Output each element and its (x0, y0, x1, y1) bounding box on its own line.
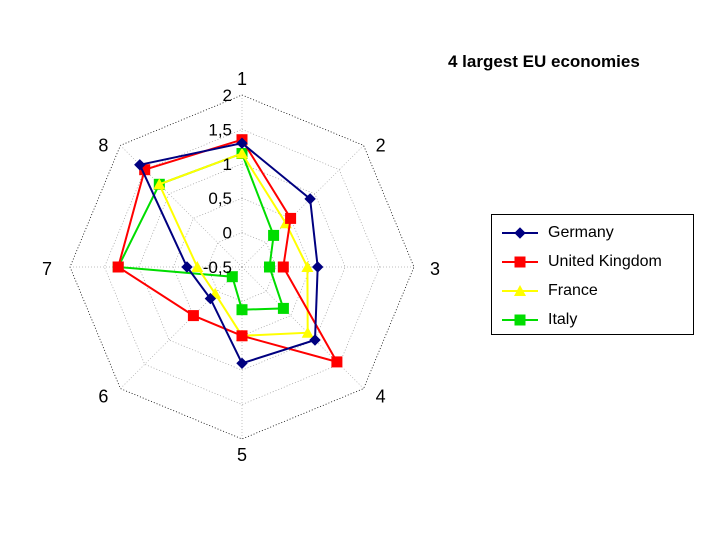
legend-item-germany: Germany (500, 222, 614, 244)
data-point-united-kingdom (285, 212, 297, 224)
axis-label-7: 7 (42, 259, 52, 279)
data-point-italy (264, 261, 275, 273)
legend-item-united-kingdom: United Kingdom (500, 251, 662, 273)
data-point-germany (311, 261, 324, 273)
data-point-france (191, 261, 204, 272)
data-point-germany (304, 193, 316, 205)
data-point-france (301, 261, 314, 272)
legend-swatch-italy (500, 312, 540, 328)
radial-tick-label: -0,5 (203, 258, 232, 277)
legend-label-united-kingdom: United Kingdom (548, 253, 662, 270)
data-point-italy (277, 302, 289, 314)
axis-label-1: 1 (237, 69, 247, 89)
grid-ring (104, 129, 380, 405)
axis-label-3: 3 (430, 259, 440, 279)
data-point-italy (236, 304, 248, 316)
data-point-germany (236, 137, 248, 149)
series-united-kingdom (112, 134, 343, 368)
legend-label-italy: Italy (548, 311, 578, 328)
data-point-italy (226, 271, 238, 283)
axis-label-2: 2 (376, 135, 386, 155)
radar-series (112, 134, 343, 370)
data-point-germany (204, 292, 217, 305)
data-point-germany (181, 261, 193, 273)
legend-item-france: France (500, 280, 598, 302)
data-point-united-kingdom (331, 356, 343, 368)
data-point-italy (268, 229, 280, 241)
data-point-germany (309, 334, 321, 346)
legend-label-germany: Germany (548, 224, 614, 241)
radial-tick-label: 2 (223, 86, 232, 105)
legend-swatch-france (500, 283, 540, 299)
legend: Germany United Kingdom France Italy (491, 214, 694, 335)
legend-swatch-germany (500, 225, 540, 241)
data-point-france (301, 326, 314, 338)
grid-ring (207, 232, 277, 302)
data-point-united-kingdom (277, 261, 289, 273)
legend-swatch-united-kingdom (500, 254, 540, 270)
data-point-united-kingdom (236, 330, 248, 342)
radial-tick-label: 1 (223, 155, 232, 174)
axis-label-6: 6 (98, 387, 108, 407)
legend-marker (514, 314, 526, 326)
legend-label-france: France (548, 282, 598, 299)
radial-tick-label: 0,5 (208, 189, 232, 208)
legend-marker (514, 285, 526, 296)
axis-label-8: 8 (98, 135, 108, 155)
radial-tick-label: 1,5 (208, 120, 232, 139)
grid-ring (138, 163, 346, 371)
data-point-france (153, 178, 166, 190)
legend-item-italy: Italy (500, 309, 577, 331)
legend-marker (514, 227, 526, 239)
data-point-united-kingdom (112, 261, 124, 273)
series-germany (134, 137, 324, 370)
axis-label-4: 4 (376, 387, 386, 407)
legend-marker (514, 256, 526, 268)
data-point-united-kingdom (139, 164, 151, 176)
data-point-france (236, 147, 248, 159)
data-point-germany (236, 357, 248, 370)
chart-title: 4 largest EU economies (448, 52, 640, 71)
radial-tick-label: 0 (223, 224, 232, 243)
data-point-united-kingdom (187, 310, 199, 322)
grid-spoke (241, 145, 364, 268)
data-point-germany (134, 159, 146, 171)
axis-label-5: 5 (237, 445, 247, 465)
grid-spoke (241, 266, 364, 389)
